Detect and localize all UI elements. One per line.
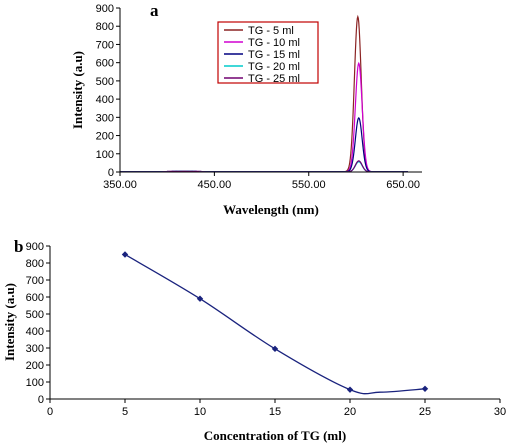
- panel-a-x-tick-label: 650.00: [386, 179, 420, 191]
- panel-a-y-tick-label: 300: [96, 112, 114, 124]
- panel-b-point-4: [346, 386, 354, 393]
- panel-b-series-line: [124, 253, 426, 395]
- panel-a-y-tick-label: 400: [96, 94, 114, 106]
- panel-a-chart: a 0 100 200 300 400 500 600 700 800 900 350.00 450.…: [70, 1, 422, 217]
- panel-b-y-tick-label: 800: [26, 258, 44, 270]
- legend-label-2: TG - 10 ml: [248, 37, 300, 49]
- panel-b-x-tick-label: 0: [47, 406, 53, 418]
- panel-a-y-tick-label: 800: [96, 21, 114, 33]
- panel-a-ticks: 0 100 200 300 400 500 600 700 800 900 350.00 450.00…: [96, 3, 420, 191]
- panel-b-y-label: Intensity (a.u): [2, 283, 17, 361]
- panel-b-point-5: [421, 385, 429, 392]
- panel-b-y-tick-label: 100: [26, 377, 44, 389]
- panel-a-y-tick-label: 600: [96, 58, 114, 70]
- panel-b-x-label: Concentration of TG (ml): [204, 428, 346, 443]
- legend-label-1: TG - 5 ml: [248, 25, 294, 37]
- legend-label-5: TG - 25 ml: [248, 73, 300, 85]
- panel-a-y-label: Intensity (a.u): [70, 51, 85, 129]
- panel-b-y-tick-label: 700: [26, 275, 44, 287]
- panel-a-y-tick-label: 500: [96, 76, 114, 88]
- panel-b-y-tick-label: 0: [38, 394, 44, 406]
- panel-a-x-tick-label: 350.00: [103, 179, 137, 191]
- panel-a-x-tick-label: 450.00: [198, 179, 232, 191]
- panel-b-x-tick-label: 15: [269, 406, 281, 418]
- panel-b-chart: b 0 100 200 300 400 500 600 700 800 900 0 5 10 15 20 25…: [2, 237, 506, 443]
- panel-b-x-tick-label: 25: [419, 406, 431, 418]
- panel-b-y-tick-label: 300: [26, 343, 44, 355]
- panel-b-x-tick-label: 10: [194, 406, 206, 418]
- panel-a-y-tick-label: 700: [96, 39, 114, 51]
- panel-a-letter: a: [150, 1, 159, 20]
- panel-b-y-tick-label: 600: [26, 292, 44, 304]
- panel-b-x-tick-label: 5: [122, 406, 128, 418]
- panel-b-y-tick-label: 500: [26, 309, 44, 321]
- panel-a-y-tick-label: 900: [96, 3, 114, 15]
- panel-a-x-label: Wavelength (nm): [223, 202, 319, 217]
- panel-b-x-tick-label: 20: [344, 406, 356, 418]
- panel-a-y-tick-label: 100: [96, 149, 114, 161]
- panel-b-y-tick-label: 900: [26, 241, 44, 253]
- panel-b-point-3: [271, 345, 279, 353]
- panel-a-x-tick-label: 550.00: [292, 179, 326, 191]
- panel-b-y-tick-label: 200: [26, 360, 44, 372]
- legend-label-3: TG - 15 ml: [248, 49, 300, 61]
- panel-b-ticks: 0 100 200 300 400 500 600 700 800 900 0 5 10 15 20 25 30: [26, 241, 506, 418]
- panel-b-x-tick-label: 30: [494, 406, 506, 418]
- legend-label-4: TG - 20 ml: [248, 61, 300, 73]
- panel-a-series-4: [120, 161, 408, 173]
- panel-b-letter: b: [14, 237, 23, 256]
- panel-a-y-tick-label: 0: [108, 167, 114, 179]
- panel-b-points: [121, 251, 429, 393]
- panel-b-point-2: [196, 295, 204, 302]
- panel-a-y-tick-label: 200: [96, 131, 114, 143]
- legend-box: [217, 21, 319, 84]
- panel-b-y-tick-label: 400: [26, 326, 44, 338]
- panel-b-point-1: [121, 251, 129, 258]
